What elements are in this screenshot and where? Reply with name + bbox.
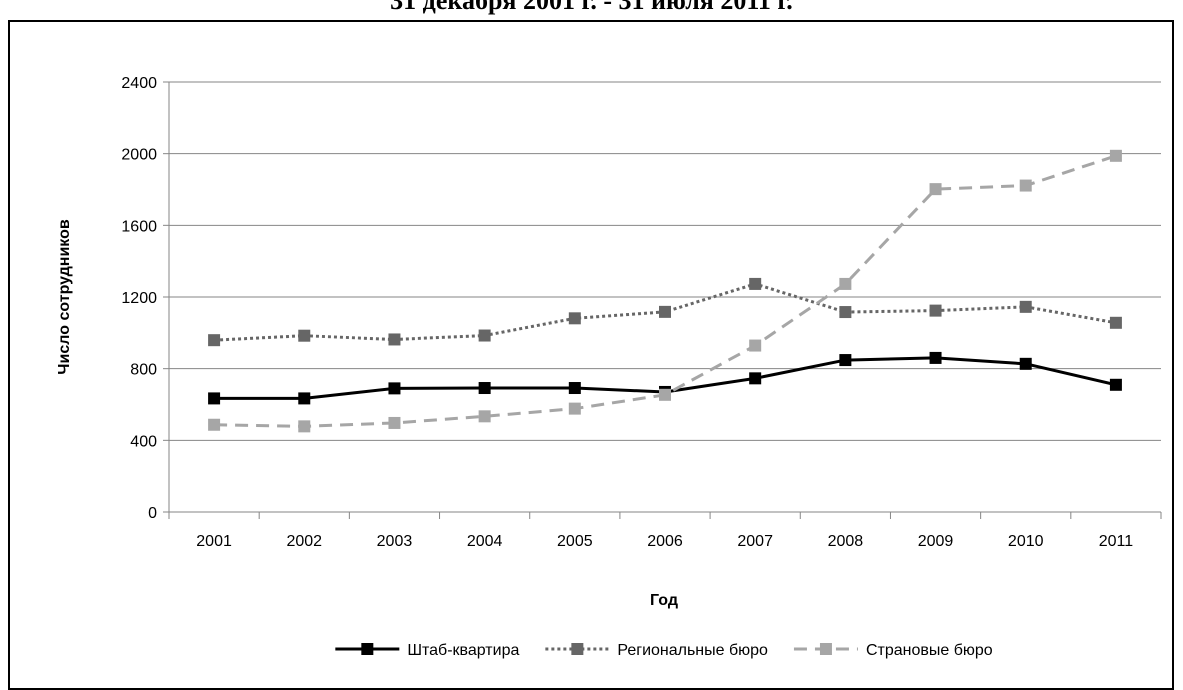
data-point [1109, 316, 1122, 329]
y-axis-title: Число сотрудников [56, 219, 73, 375]
x-tick-label: 2001 [196, 533, 232, 550]
y-tick-label: 1600 [121, 218, 157, 235]
data-point [1109, 149, 1122, 162]
x-tick-label: 2005 [557, 533, 593, 550]
axes [163, 81, 1162, 519]
y-tick-label: 1200 [121, 290, 157, 307]
legend-label: Страновые бюро [866, 642, 993, 659]
data-point [388, 333, 401, 346]
data-point [478, 329, 491, 342]
data-point [839, 277, 852, 290]
data-point [478, 410, 491, 423]
x-tick-label: 2002 [286, 533, 322, 550]
data-point [478, 382, 491, 395]
data-point [659, 388, 671, 401]
series-markers [208, 149, 1122, 433]
gridlines [169, 81, 1161, 441]
legend: Штаб-квартира Региональные бюро Страновые … [335, 642, 993, 659]
data-point [929, 351, 942, 364]
chart-title: 31 декабря 2001 г. - 31 июля 2011 г. [390, 0, 793, 15]
data-point [839, 354, 852, 367]
data-point [208, 418, 221, 431]
data-point [1019, 179, 1032, 192]
data-point [839, 306, 852, 319]
data-point [1019, 357, 1032, 370]
x-tick-label: 2004 [467, 533, 503, 550]
data-point [1109, 378, 1122, 391]
x-axis-title: Год [650, 592, 678, 609]
data-point [749, 339, 762, 352]
y-tick-label: 0 [148, 505, 157, 522]
data-point [568, 312, 581, 325]
y-tick-label: 2400 [121, 75, 157, 92]
data-point [298, 329, 311, 342]
data-point [749, 372, 762, 385]
series-line-2 [214, 282, 1117, 342]
data-point [208, 392, 221, 405]
x-tick-label: 2003 [377, 533, 413, 550]
y-tick-label: 2000 [121, 147, 157, 164]
y-tick-label: 800 [130, 362, 157, 379]
series-line-3 [214, 154, 1117, 428]
data-point [929, 183, 942, 196]
data-point [659, 305, 671, 318]
data-point [388, 416, 401, 429]
series-lines [214, 154, 1117, 428]
data-point [749, 277, 762, 290]
data-point [208, 334, 221, 347]
y-tick-label: 400 [130, 433, 157, 450]
data-point [388, 382, 401, 395]
legend-swatch-marker [819, 643, 832, 655]
data-point [568, 382, 581, 395]
x-tick-label: 2007 [737, 533, 773, 550]
data-point [568, 402, 581, 415]
data-point [929, 304, 942, 317]
x-tick-label: 2008 [828, 533, 864, 550]
legend-swatch-marker [361, 643, 374, 655]
data-point [1019, 300, 1032, 313]
x-tick-label: 2010 [1008, 533, 1044, 550]
data-point [298, 420, 311, 433]
data-point [298, 392, 311, 405]
x-tick-label: 2009 [918, 533, 954, 550]
tick-labels: 0 400 800 1200 1600 2000 2400 2001 2002 2003 2004 2… [121, 75, 1133, 550]
legend-label: Штаб-квартира [407, 642, 519, 659]
x-tick-label: 2011 [1099, 533, 1134, 550]
x-tick-label: 2006 [647, 533, 683, 550]
legend-swatch-marker [571, 643, 584, 655]
legend-label: Региональные бюро [617, 642, 768, 659]
